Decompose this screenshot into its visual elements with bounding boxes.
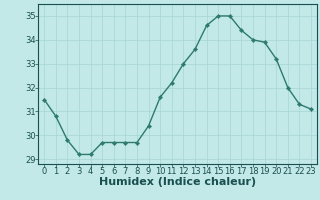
X-axis label: Humidex (Indice chaleur): Humidex (Indice chaleur) [99,177,256,187]
